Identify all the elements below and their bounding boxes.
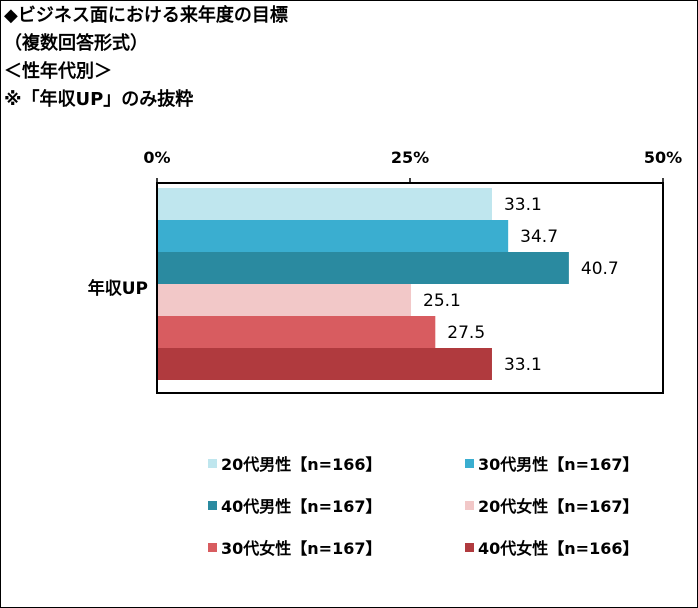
legend-swatch	[465, 500, 474, 510]
chart-title-line-2: （複数回答形式）	[4, 33, 148, 54]
legend-label: 20代女性【n=167】	[478, 497, 639, 516]
legend-swatch	[208, 458, 217, 468]
data-label-4: 25.1	[423, 291, 461, 311]
chart-title-line-4: ※「年収UP」のみ抜粋	[4, 89, 194, 110]
x-tick-label-1: 0%	[143, 148, 170, 167]
chart-title-line-3: ＜性年代別＞	[4, 61, 112, 82]
x-tick-label-2: 25%	[391, 148, 429, 167]
legend-item-5: 30代女性【n=167】	[208, 535, 381, 559]
legend-item-4: 20代女性【n=167】	[465, 493, 638, 517]
legend-label: 20代男性【n=166】	[221, 455, 382, 474]
legend-item-6: 40代女性【n=166】	[465, 535, 638, 559]
legend-item-1: 20代男性【n=166】	[208, 451, 381, 475]
bar-2	[157, 220, 509, 252]
bar-1	[157, 188, 492, 220]
bar-6	[157, 348, 492, 380]
x-tick-label-3: 50%	[644, 148, 682, 167]
bar-5	[157, 316, 436, 348]
legend-item-3: 40代男性【n=167】	[208, 493, 381, 517]
legend-swatch	[208, 542, 217, 552]
legend-label: 40代男性【n=167】	[221, 497, 382, 516]
data-label-2: 34.7	[520, 227, 558, 247]
category-label: 年収UP	[88, 278, 148, 299]
legend-swatch	[465, 542, 474, 552]
legend-item-2: 30代男性【n=167】	[465, 451, 638, 475]
data-label-5: 27.5	[447, 323, 485, 343]
legend-swatch	[208, 500, 217, 510]
data-label-6: 33.1	[504, 355, 542, 375]
data-label-3: 40.7	[581, 259, 619, 279]
data-label-1: 33.1	[504, 195, 542, 215]
bar-4	[157, 284, 412, 316]
bar-3	[157, 252, 569, 284]
chart-title-line-1: ◆ビジネス面における来年度の目標	[4, 5, 288, 26]
legend-label: 30代女性【n=167】	[221, 539, 382, 558]
legend-label: 40代女性【n=166】	[478, 539, 639, 558]
legend-swatch	[465, 458, 474, 468]
legend-label: 30代男性【n=167】	[478, 455, 639, 474]
